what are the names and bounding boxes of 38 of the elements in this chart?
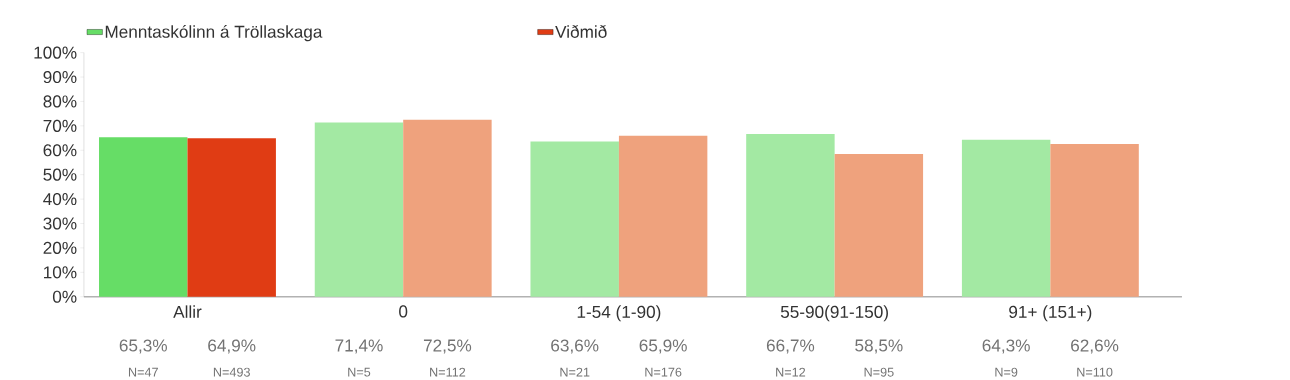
data-label: 71,4% bbox=[335, 339, 383, 354]
data-label: 65,3% bbox=[119, 339, 167, 354]
text: N=112 bbox=[430, 367, 466, 377]
y-tick-label: 50% bbox=[43, 168, 77, 181]
data-label: 64,3% bbox=[982, 339, 1030, 354]
x-tick-label: 91+ (151+) bbox=[1009, 305, 1092, 322]
y-tick-label: 20% bbox=[43, 241, 77, 255]
text: N=9 bbox=[995, 367, 1018, 377]
x-tick-label: 0 bbox=[399, 305, 408, 318]
y-tick-label: 60% bbox=[43, 144, 77, 157]
text: N=176 bbox=[645, 367, 682, 377]
data-label: 63,6% bbox=[551, 339, 599, 354]
text: N=21 bbox=[560, 367, 590, 377]
y-tick-label: 100% bbox=[34, 46, 77, 59]
y-tick-label: 30% bbox=[43, 217, 77, 230]
x-tick-label: 55-90(91-150) bbox=[780, 305, 888, 322]
y-tick-label: 10% bbox=[44, 266, 77, 279]
data-label: 64,9% bbox=[208, 339, 256, 354]
y-tick-label: 70% bbox=[43, 119, 77, 133]
y-tick-label: 80% bbox=[43, 95, 77, 108]
text: N=12 bbox=[776, 367, 806, 377]
x-tick-label: Allir bbox=[173, 305, 202, 318]
text: N=110 bbox=[1077, 367, 1113, 377]
data-label: 66,7% bbox=[766, 339, 815, 354]
data-label: 72,5% bbox=[423, 339, 472, 354]
data-label: 62,6% bbox=[1071, 339, 1119, 354]
text: N=493 bbox=[213, 367, 250, 377]
legend-label: Viðmið bbox=[555, 25, 607, 39]
text: N=95 bbox=[864, 367, 894, 377]
text: N=47 bbox=[128, 367, 158, 377]
legend-label: Menntaskólinn á Tröllaskaga bbox=[105, 25, 323, 42]
data-label: 58,5% bbox=[855, 339, 903, 354]
x-tick-label: 1-54 (1-90) bbox=[577, 305, 661, 322]
data-label: 65,9% bbox=[639, 339, 687, 354]
y-tick-label: 40% bbox=[43, 193, 77, 206]
text: N=5 bbox=[348, 367, 371, 377]
y-tick-label: 90% bbox=[43, 71, 77, 84]
y-tick-label: 0% bbox=[52, 290, 77, 303]
